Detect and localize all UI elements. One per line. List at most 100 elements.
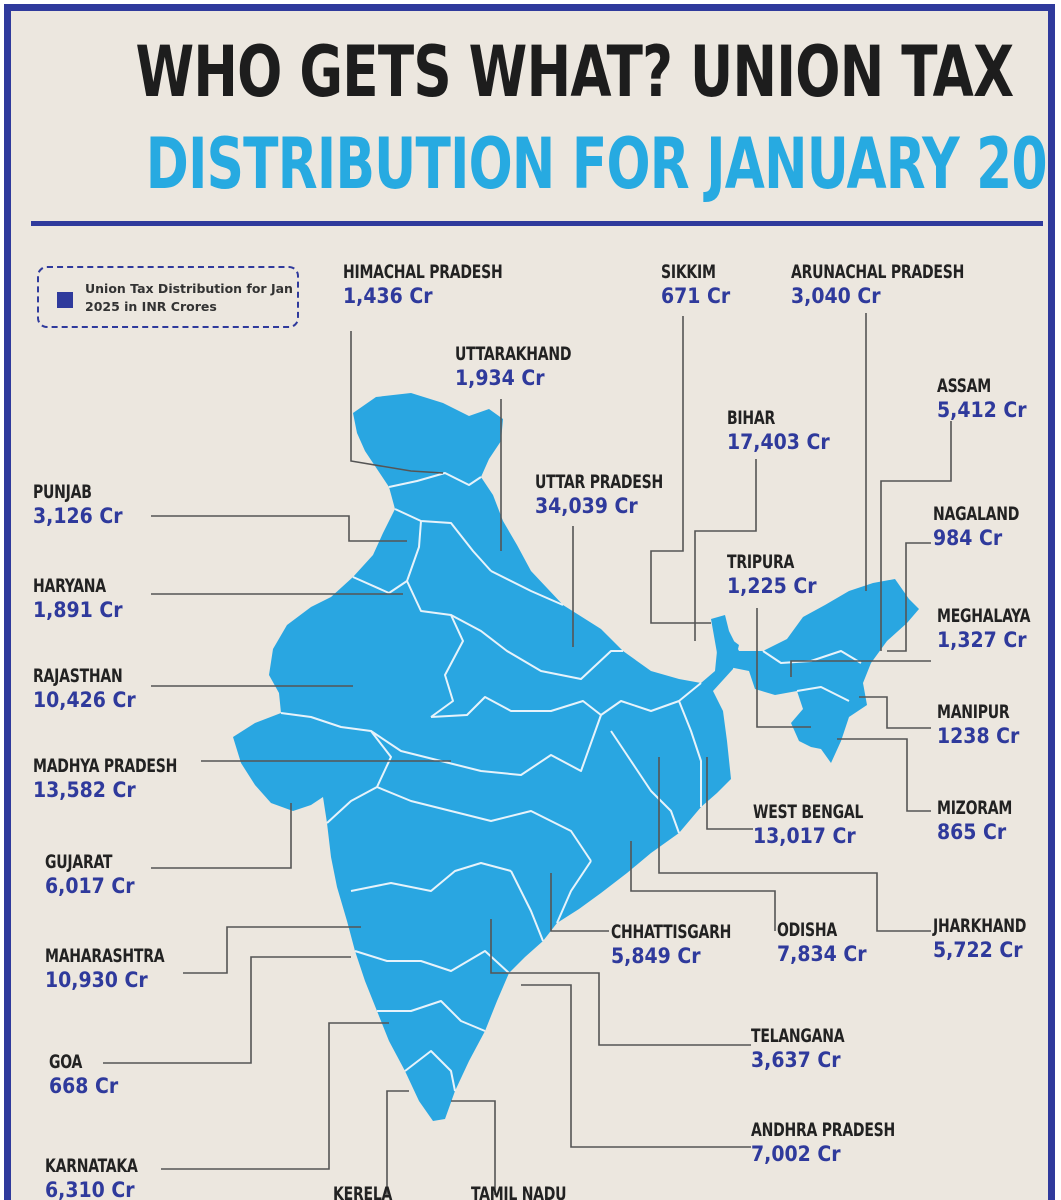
state-value: 3,126 Cr bbox=[33, 504, 123, 528]
title-line-1: WHO GETS WHAT? UNION TAX bbox=[135, 31, 1014, 113]
leader-manipur bbox=[859, 696, 931, 729]
state-value: 10,426 Cr bbox=[33, 688, 136, 712]
leader-karnataka bbox=[161, 1022, 389, 1170]
label-bihar: BIHAR 17,403 Cr bbox=[727, 407, 841, 454]
state-name: UTTAR PRADESH bbox=[535, 471, 663, 493]
leader-chhattisgarh bbox=[550, 873, 609, 932]
state-name: JHARKHAND bbox=[933, 915, 1027, 937]
state-name: ANDHRA PRADESH bbox=[751, 1119, 895, 1141]
state-value: 671 Cr bbox=[661, 284, 731, 308]
india-map bbox=[103, 313, 952, 1195]
state-value: 865 Cr bbox=[937, 820, 1007, 844]
state-name: ASSAM bbox=[937, 375, 991, 397]
label-madhya-pradesh: MADHYA PRADESH 13,582 Cr bbox=[33, 755, 209, 802]
state-value: 13,582 Cr bbox=[33, 778, 136, 802]
leader-himachal bbox=[350, 331, 444, 474]
state-name: MEGHALAYA bbox=[937, 605, 1031, 627]
leader-tripura bbox=[756, 608, 811, 728]
state-name: CHHATTISGARH bbox=[611, 921, 732, 943]
leader-sikkim bbox=[650, 316, 711, 624]
leader-lines bbox=[103, 313, 952, 1195]
india-northeast-shape bbox=[711, 579, 919, 763]
state-name: ODISHA bbox=[777, 919, 837, 941]
state-name: MADHYA PRADESH bbox=[33, 755, 178, 777]
label-sikkim: SIKKIM 671 Cr bbox=[661, 261, 738, 308]
label-maharashtra: MAHARASHTRA 10,930 Cr bbox=[45, 945, 191, 992]
state-value: 3,637 Cr bbox=[751, 1048, 841, 1072]
india-mainland-shape bbox=[233, 393, 739, 1121]
leader-punjab bbox=[151, 515, 407, 542]
leader-bihar bbox=[694, 459, 757, 641]
state-value: 5,412 Cr bbox=[937, 398, 1027, 422]
state-name: MAHARASHTRA bbox=[45, 945, 165, 967]
state-name: KERELA bbox=[333, 1183, 393, 1200]
leader-telangana bbox=[490, 919, 751, 1046]
state-value: 10,930 Cr bbox=[45, 968, 148, 992]
state-value: 1,225 Cr bbox=[727, 574, 817, 598]
label-tripura: TRIPURA 1,225 Cr bbox=[727, 551, 827, 598]
state-name: MANIPUR bbox=[937, 701, 1010, 723]
label-assam: ASSAM 5,412 Cr bbox=[937, 375, 1037, 422]
leader-kerela bbox=[386, 1090, 409, 1195]
state-name: SIKKIM bbox=[661, 261, 716, 283]
leader-mizoram bbox=[837, 738, 931, 812]
label-punjab: PUNJAB 3,126 Cr bbox=[33, 481, 133, 528]
state-name: HARYANA bbox=[33, 575, 106, 597]
state-name: GUJARAT bbox=[45, 851, 113, 873]
leader-tamilnadu bbox=[451, 1100, 496, 1195]
leader-jharkhand bbox=[658, 757, 931, 932]
state-value: 5,722 Cr bbox=[933, 938, 1023, 962]
state-name: HIMACHAL PRADESH bbox=[343, 261, 503, 283]
state-value: 34,039 Cr bbox=[535, 494, 638, 518]
label-goa: GOA 668 Cr bbox=[49, 1051, 126, 1098]
leader-assam bbox=[880, 421, 952, 651]
leader-westbengal bbox=[706, 757, 753, 830]
label-karnataka: KARNATAKA 6,310 Cr bbox=[45, 1155, 158, 1200]
leader-andhra bbox=[521, 984, 751, 1148]
state-name: TRIPURA bbox=[727, 551, 795, 573]
label-mizoram: MIZORAM 865 Cr bbox=[937, 797, 1029, 844]
state-value: 13,017 Cr bbox=[753, 824, 856, 848]
label-nagaland: NAGALAND 984 Cr bbox=[933, 503, 1038, 550]
state-name: KARNATAKA bbox=[45, 1155, 138, 1177]
state-value: 6,310 Cr bbox=[45, 1178, 135, 1200]
state-name: UTTARAKHAND bbox=[455, 343, 572, 365]
state-value: 6,017 Cr bbox=[45, 874, 135, 898]
label-kerela: KERELA bbox=[333, 1183, 405, 1200]
state-name: ARUNACHAL PRADESH bbox=[791, 261, 965, 283]
state-value: 7,002 Cr bbox=[751, 1142, 841, 1166]
state-value: 17,403 Cr bbox=[727, 430, 830, 454]
state-name: BIHAR bbox=[727, 407, 776, 429]
legend-swatch bbox=[57, 292, 73, 308]
state-name: NAGALAND bbox=[933, 503, 1020, 525]
leader-gujarat bbox=[151, 803, 292, 869]
label-odisha: ODISHA 7,834 Cr bbox=[777, 919, 877, 966]
label-himachal-pradesh: HIMACHAL PRADESH 1,436 Cr bbox=[343, 261, 537, 308]
label-tamil-nadu: TAMIL NADU bbox=[471, 1183, 587, 1200]
state-name: RAJASTHAN bbox=[33, 665, 123, 687]
leader-goa bbox=[103, 956, 351, 1064]
state-name: WEST BENGAL bbox=[753, 801, 864, 823]
state-name: TELANGANA bbox=[751, 1025, 845, 1047]
state-name: MIZORAM bbox=[937, 797, 1013, 819]
label-chhattisgarh: CHHATTISGARH 5,849 Cr bbox=[611, 921, 757, 968]
label-meghalaya: MEGHALAYA 1,327 Cr bbox=[937, 605, 1048, 652]
title-divider bbox=[31, 221, 1043, 226]
label-uttarakhand: UTTARAKHAND 1,934 Cr bbox=[455, 343, 597, 390]
infographic-frame: WHO GETS WHAT? UNION TAX DISTRIBUTION FO… bbox=[4, 4, 1055, 1200]
state-value: 3,040 Cr bbox=[791, 284, 881, 308]
label-manipur: MANIPUR 1238 Cr bbox=[937, 701, 1029, 748]
state-value: 1,436 Cr bbox=[343, 284, 433, 308]
legend-text: Union Tax Distribution for Jan 2025 in I… bbox=[85, 281, 293, 314]
label-jharkhand: JHARKHAND 5,722 Cr bbox=[933, 915, 1047, 962]
legend: Union Tax Distribution for Jan 2025 in I… bbox=[37, 266, 299, 328]
label-haryana: HARYANA 1,891 Cr bbox=[33, 575, 133, 622]
state-name: PUNJAB bbox=[33, 481, 92, 503]
state-value: 1238 Cr bbox=[937, 724, 1020, 748]
state-value: 5,849 Cr bbox=[611, 944, 701, 968]
state-value: 1,327 Cr bbox=[937, 628, 1027, 652]
state-name: GOA bbox=[49, 1051, 83, 1073]
title-line-2: DISTRIBUTION FOR JANUARY 2025 bbox=[145, 123, 1055, 205]
label-andhra-pradesh: ANDHRA PRADESH 7,002 Cr bbox=[751, 1119, 927, 1166]
label-gujarat: GUJARAT 6,017 Cr bbox=[45, 851, 145, 898]
